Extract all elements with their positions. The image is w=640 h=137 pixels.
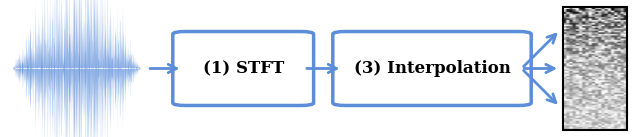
Bar <box>563 7 627 130</box>
Text: (1) STFT: (1) STFT <box>203 60 284 77</box>
FancyBboxPatch shape <box>173 32 314 105</box>
FancyBboxPatch shape <box>333 32 531 105</box>
Text: (3) Interpolation: (3) Interpolation <box>353 60 511 77</box>
